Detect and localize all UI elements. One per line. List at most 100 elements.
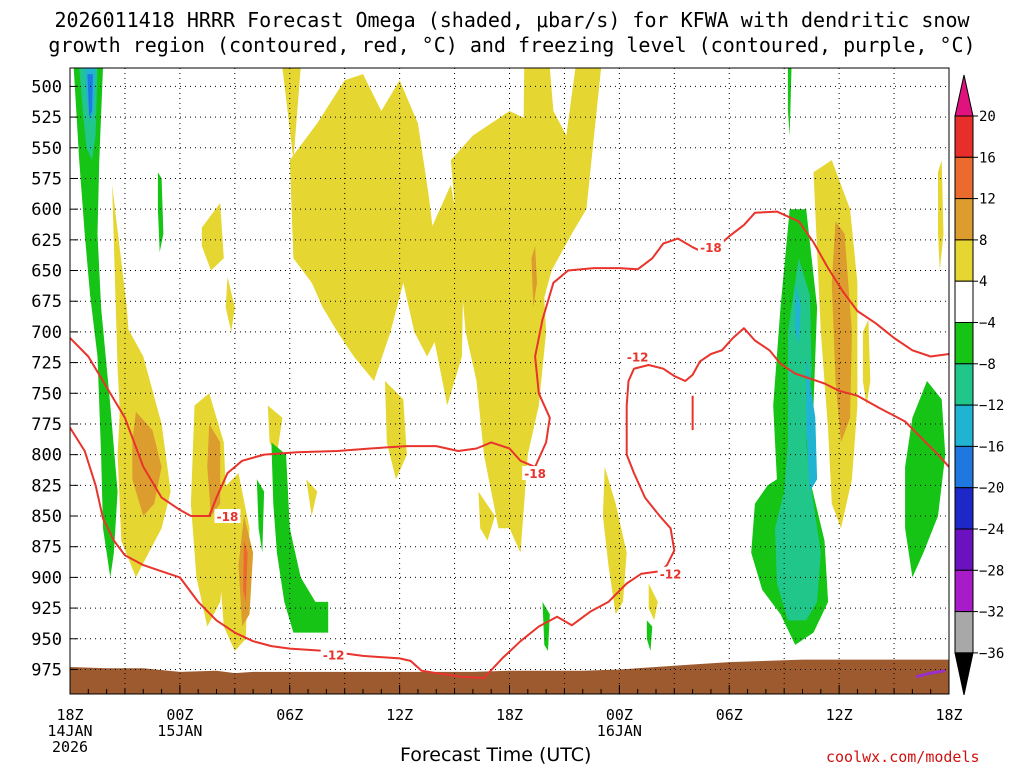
colorbar-bin-6	[954, 322, 974, 365]
omega-region-20	[132, 411, 162, 516]
y-tick-label-775: 775	[31, 415, 62, 435]
x-tick-label-30-0: 00Z	[606, 706, 633, 724]
colorbar: 20 16 12 8 4 −4 −8 −12 −16 −20 −24 −28 −32 −36	[954, 74, 1004, 696]
y-tick-label-650: 650	[31, 262, 62, 282]
colorbar-label-11: −28	[979, 563, 1004, 579]
colorbar-label-7: −12	[979, 398, 1004, 414]
y-tick-label-525: 525	[31, 108, 62, 128]
omega-region-27	[157, 172, 164, 253]
omega-region-23	[831, 221, 852, 443]
omega-region-31	[646, 620, 653, 651]
omega-region-7	[201, 203, 224, 271]
dgz-label-bg-3	[320, 647, 347, 662]
omega-region-19	[862, 319, 871, 406]
y-axis: 500 525 550 575 600 625 650 675 700 725 750 775 800 8…	[31, 77, 78, 680]
y-tick-label-550: 550	[31, 139, 62, 159]
colorbar-label-10: −24	[979, 522, 1004, 538]
y-tick-label-800: 800	[31, 446, 62, 466]
omega-region-21	[207, 424, 221, 516]
colorbar-label-0: 20	[979, 109, 996, 125]
x-tick-label-0-2: 2026	[52, 738, 88, 756]
dgz-label-5: -12	[660, 568, 682, 582]
colorbar-label-6: −8	[979, 357, 996, 373]
y-tick-label-575: 575	[31, 169, 62, 189]
dgz-label-0: -18	[217, 510, 239, 524]
colorbar-bin-5	[954, 280, 974, 324]
y-tick-label-900: 900	[31, 568, 62, 588]
omega-region-8	[225, 276, 235, 332]
freezing-level-line	[915, 669, 946, 679]
y-tick-label-625: 625	[31, 231, 62, 251]
omega-region-14	[478, 491, 495, 541]
omega-region-16	[648, 583, 658, 621]
dgz-label-bg-2	[697, 240, 724, 255]
colorbar-bin-10	[954, 487, 974, 530]
dgz-contour-labels: -18 -18 -18 -12 -12 -12	[214, 240, 724, 663]
omega-region-30	[542, 601, 550, 651]
colorbar-label-2: 12	[979, 192, 996, 208]
omega-region-38	[806, 356, 818, 492]
y-tick-label-750: 750	[31, 384, 62, 404]
omega-region-40	[87, 74, 93, 118]
credit-text: coolwx.com/models	[826, 748, 980, 766]
colorbar-label-3: 8	[979, 233, 987, 249]
dgz-label-bg-5	[657, 566, 684, 581]
colorbar-label-4: 4	[979, 274, 987, 290]
colorbar-bin-9	[954, 445, 974, 489]
x-tick-label-0-1: 14JAN	[47, 722, 92, 740]
colorbar-label-12: −32	[979, 605, 1004, 621]
omega-region-3	[450, 111, 547, 553]
y-tick-label-925: 925	[31, 599, 62, 619]
omega-region-25	[243, 540, 248, 602]
omega-region-33	[787, 68, 792, 136]
colorbar-bin-8	[954, 404, 974, 447]
omega-region-15	[602, 466, 627, 615]
y-tick-label-950: 950	[31, 630, 62, 650]
omega-region-34	[905, 381, 946, 578]
colorbar-bin-11	[954, 528, 974, 571]
y-tick-label-500: 500	[31, 77, 62, 97]
colorbar-bin-13	[954, 611, 974, 654]
x-tick-label-42-0: 12Z	[826, 706, 853, 724]
colorbar-label-9: −20	[979, 481, 1004, 497]
omega-region-12	[306, 479, 318, 516]
colorbar-label-5: −4	[979, 316, 996, 332]
omega-region-24	[531, 246, 537, 308]
dgz-label-2: -18	[700, 241, 722, 255]
colorbar-bin-3	[954, 198, 974, 241]
x-tick-label-6-1: 15JAN	[157, 722, 202, 740]
x-tick-label-48-0: 18Z	[935, 706, 962, 724]
x-tick-label-12-0: 06Z	[276, 706, 303, 724]
omega-shading	[73, 68, 946, 651]
colorbar-bin-2	[954, 156, 974, 200]
dgz-label-bg-1	[522, 466, 549, 481]
omega-region-0	[282, 68, 301, 161]
dgz-contour--18	[70, 210, 949, 517]
omega-region-1	[289, 74, 440, 381]
omega-region-11	[267, 405, 283, 455]
colorbar-bottom-arrow	[954, 652, 974, 696]
y-tick-label-675: 675	[31, 292, 62, 312]
omega-region-39	[795, 282, 801, 345]
colorbar-bin-7	[954, 363, 974, 406]
y-tick-label-875: 875	[31, 538, 62, 558]
colorbar-label-8: −16	[979, 439, 1004, 455]
colorbar-label-13: −36	[979, 646, 1004, 662]
dgz-contour--12	[70, 327, 949, 679]
chart-title-line2: growth region (contoured, red, °C) and f…	[48, 33, 976, 57]
omega-region-4	[522, 68, 602, 332]
omega-region-13	[385, 381, 407, 480]
omega-region-28	[271, 442, 329, 633]
x-tick-label-36-0: 06Z	[716, 706, 743, 724]
dgz-contours	[70, 210, 949, 679]
x-tick-label-6-0: 00Z	[166, 706, 193, 724]
x-tick-label-0-0: 18Z	[56, 706, 83, 724]
dgz-label-3: -12	[323, 649, 345, 663]
x-tick-label-30-1: 16JAN	[597, 722, 642, 740]
colorbar-bin-4	[954, 239, 974, 282]
x-axis-label: Forecast Time (UTC)	[400, 744, 592, 766]
x-tick-label-18-0: 12Z	[386, 706, 413, 724]
omega-region-36	[775, 258, 821, 621]
